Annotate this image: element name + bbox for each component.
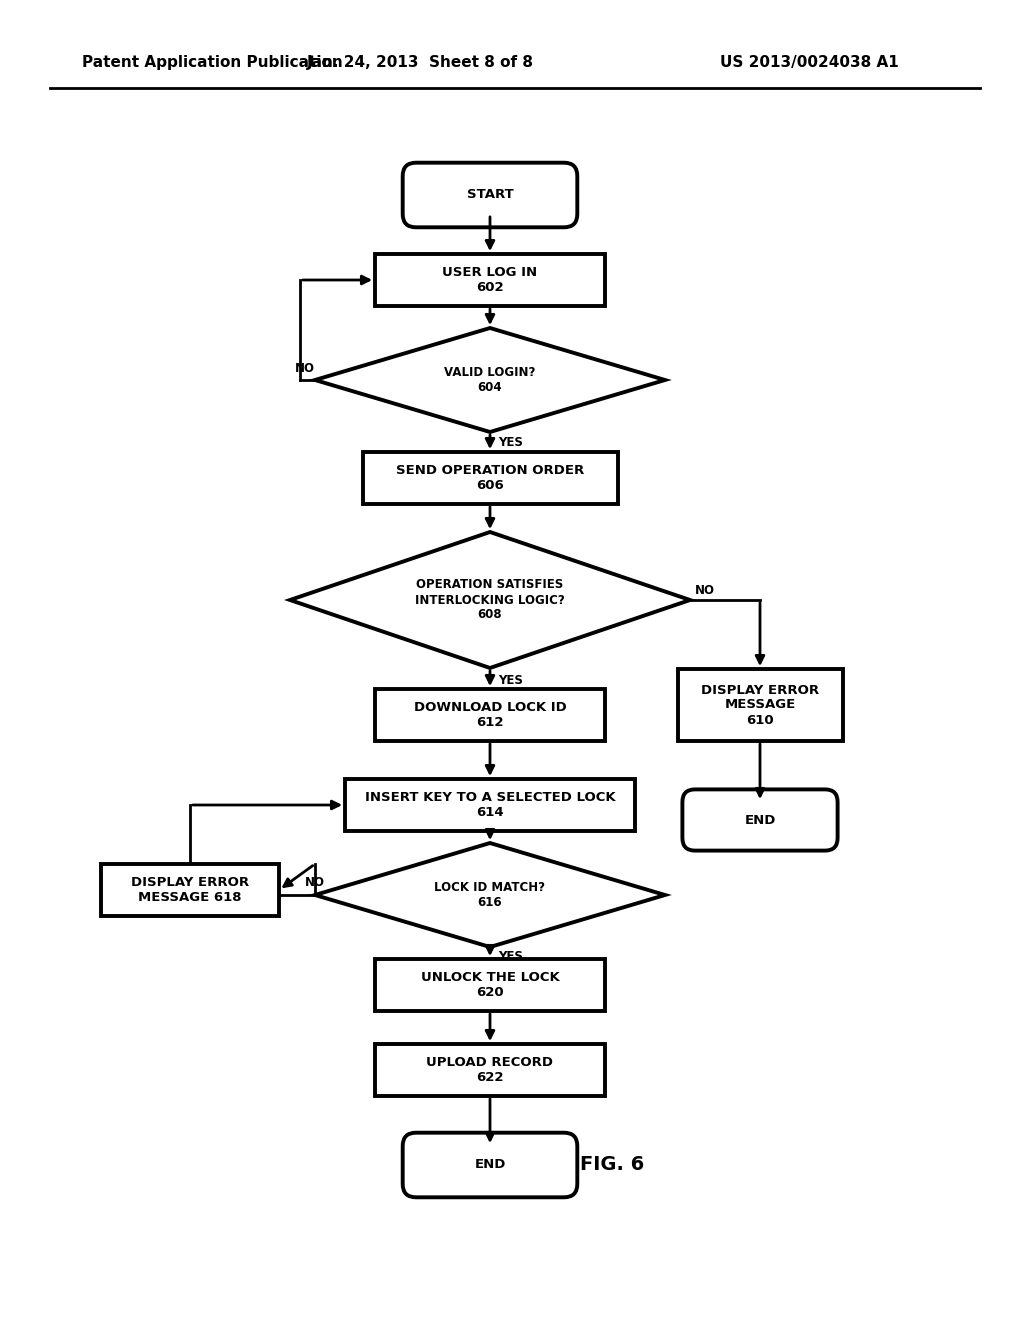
Text: END: END [474, 1159, 506, 1172]
Text: NO: NO [305, 876, 325, 890]
Text: SEND OPERATION ORDER
606: SEND OPERATION ORDER 606 [396, 465, 584, 492]
FancyBboxPatch shape [375, 960, 605, 1011]
FancyBboxPatch shape [375, 1044, 605, 1096]
FancyBboxPatch shape [375, 253, 605, 306]
Polygon shape [315, 843, 665, 946]
Polygon shape [315, 327, 665, 432]
Text: YES: YES [498, 950, 523, 964]
FancyBboxPatch shape [362, 451, 617, 504]
Text: INSERT KEY TO A SELECTED LOCK
614: INSERT KEY TO A SELECTED LOCK 614 [365, 791, 615, 818]
FancyBboxPatch shape [402, 162, 578, 227]
FancyBboxPatch shape [345, 779, 635, 832]
Text: US 2013/0024038 A1: US 2013/0024038 A1 [720, 54, 899, 70]
FancyBboxPatch shape [402, 1133, 578, 1197]
Text: Patent Application Publication: Patent Application Publication [82, 54, 343, 70]
Text: NO: NO [695, 583, 715, 597]
Text: END: END [744, 813, 776, 826]
Text: OPERATION SATISFIES
INTERLOCKING LOGIC?
608: OPERATION SATISFIES INTERLOCKING LOGIC? … [415, 578, 565, 622]
FancyBboxPatch shape [678, 669, 843, 741]
FancyBboxPatch shape [375, 689, 605, 741]
Text: FIG. 6: FIG. 6 [580, 1155, 644, 1175]
Text: DOWNLOAD LOCK ID
612: DOWNLOAD LOCK ID 612 [414, 701, 566, 729]
Text: DISPLAY ERROR
MESSAGE 618: DISPLAY ERROR MESSAGE 618 [131, 876, 249, 904]
Text: YES: YES [498, 673, 523, 686]
Text: NO: NO [295, 362, 315, 375]
Text: UNLOCK THE LOCK
620: UNLOCK THE LOCK 620 [421, 972, 559, 999]
FancyBboxPatch shape [101, 865, 279, 916]
FancyBboxPatch shape [682, 789, 838, 850]
Text: DISPLAY ERROR
MESSAGE
610: DISPLAY ERROR MESSAGE 610 [701, 684, 819, 726]
Text: YES: YES [498, 436, 523, 449]
Text: UPLOAD RECORD
622: UPLOAD RECORD 622 [427, 1056, 554, 1084]
Text: VALID LOGIN?
604: VALID LOGIN? 604 [444, 366, 536, 393]
Text: LOCK ID MATCH?
616: LOCK ID MATCH? 616 [434, 880, 546, 909]
Polygon shape [290, 532, 690, 668]
Text: USER LOG IN
602: USER LOG IN 602 [442, 267, 538, 294]
Text: Jan. 24, 2013  Sheet 8 of 8: Jan. 24, 2013 Sheet 8 of 8 [306, 54, 534, 70]
Text: START: START [467, 189, 513, 202]
